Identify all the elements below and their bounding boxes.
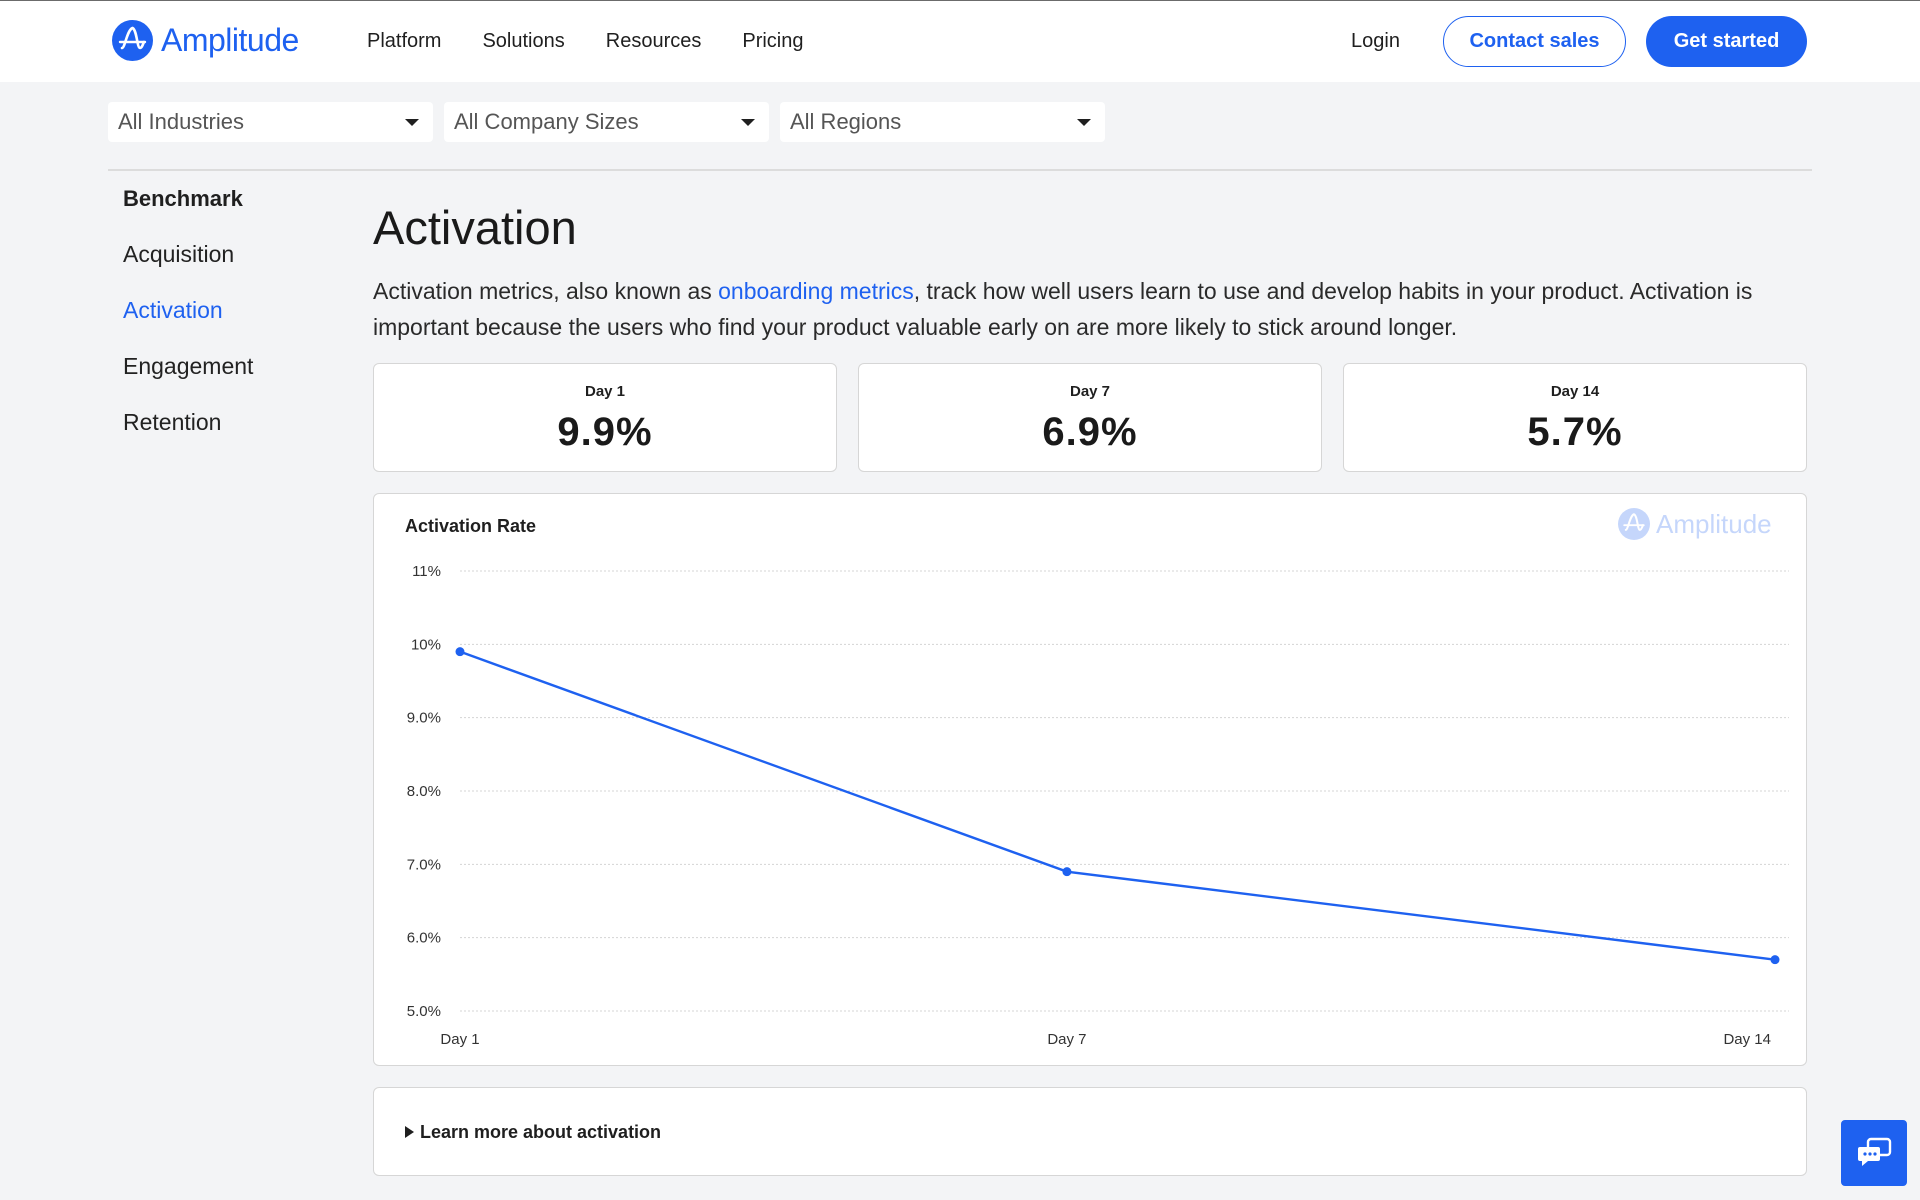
industry-select[interactable]: All Industries: [108, 102, 433, 142]
login-link[interactable]: Login: [1351, 30, 1400, 52]
data-point: [1770, 955, 1780, 965]
data-point: [455, 647, 465, 657]
company-size-select-value: All Company Sizes: [454, 109, 639, 134]
chart-title: Activation Rate: [405, 516, 537, 536]
onboarding-metrics-link[interactable]: onboarding metrics: [718, 278, 914, 304]
get-started-button[interactable]: Get started: [1646, 16, 1807, 67]
stat-label: Day 14: [1550, 383, 1600, 400]
triangle-right-icon: [405, 1126, 414, 1138]
data-point: [1062, 867, 1072, 877]
filter-bar: All Industries All Company Sizes All Reg…: [108, 102, 1116, 142]
nav-platform[interactable]: Platform: [367, 30, 442, 52]
x-tick-label: Day 1: [440, 1031, 479, 1048]
nav-solutions[interactable]: Solutions: [482, 30, 565, 52]
learn-more-label: Learn more about activation: [405, 1122, 661, 1143]
amplitude-logo[interactable]: Amplitude: [112, 20, 299, 61]
stat-label: Day 1: [584, 383, 626, 400]
sidebar-item-activation[interactable]: Activation: [123, 297, 223, 323]
stat-value: 6.9%: [1042, 410, 1138, 454]
amplitude-logo-icon: [112, 20, 153, 61]
chart-watermark: Amplitude: [1618, 508, 1772, 540]
stat-label: Day 7: [1069, 383, 1111, 400]
watermark-text: Amplitude: [1656, 508, 1772, 539]
chevron-down-icon: [405, 119, 419, 126]
y-tick-label: 7.0%: [407, 856, 441, 873]
nav-resources[interactable]: Resources: [605, 30, 702, 52]
page-title: Activation: [373, 201, 577, 254]
company-size-select[interactable]: All Company Sizes: [444, 102, 769, 142]
stat-card-day-1: Day 1 9.9%: [373, 363, 837, 472]
logo-text: Amplitude: [161, 22, 299, 58]
amplitude-watermark-icon: [1618, 508, 1650, 540]
x-tick-label: Day 7: [1047, 1031, 1086, 1048]
stat-value: 9.9%: [557, 410, 653, 454]
activation-rate-chart: 5.0% 6.0% 7.0% 8.0% 9.0% 10% 11% Day 1 Day 7 Day …: [373, 493, 1807, 1066]
top-nav-bar: Amplitude Platform Solutions Resources P…: [0, 0, 1920, 82]
learn-more-accordion[interactable]: Learn more about activation: [373, 1087, 1807, 1176]
description-text: , track how well users learn to use and …: [373, 278, 1753, 340]
x-tick-label: Day 14: [1723, 1031, 1771, 1048]
sidebar-heading: Benchmark: [123, 186, 243, 211]
contact-sales-button[interactable]: Contact sales: [1443, 16, 1626, 67]
page-description: Activation metrics, also known as onboar…: [373, 273, 1793, 345]
chat-button[interactable]: [1841, 1120, 1907, 1186]
sidebar-item-engagement[interactable]: Engagement: [123, 353, 254, 379]
industry-select-value: All Industries: [118, 109, 244, 134]
y-tick-label: 8.0%: [407, 783, 441, 800]
y-tick-label: 9.0%: [407, 710, 441, 727]
series-line: [459, 650, 1776, 961]
y-tick-label: 11%: [412, 563, 441, 580]
section-divider: [108, 169, 1812, 171]
nav-pricing[interactable]: Pricing: [742, 30, 804, 52]
sidebar-item-retention[interactable]: Retention: [123, 409, 222, 435]
chart-canvas: 5.0% 6.0% 7.0% 8.0% 9.0% 10% 11% Day 1 Day 7 Day …: [407, 563, 1789, 1048]
stat-card-day-14: Day 14 5.7%: [1343, 363, 1807, 472]
stat-value: 5.7%: [1527, 410, 1623, 454]
region-select-value: All Regions: [790, 109, 902, 134]
region-select[interactable]: All Regions: [780, 102, 1105, 142]
chevron-down-icon: [741, 119, 755, 126]
learn-more-text: Learn more about activation: [420, 1122, 662, 1142]
chat-bubbles-icon: [1858, 1137, 1892, 1166]
y-tick-label: 10%: [411, 636, 441, 653]
benchmark-sidebar: Benchmark Acquisition Activation Engagem…: [123, 186, 253, 465]
y-tick-label: 6.0%: [407, 930, 441, 947]
y-tick-label: 5.0%: [407, 1003, 441, 1020]
description-text: Activation metrics, also known as: [373, 278, 719, 304]
main-nav: Platform Solutions Resources Pricing: [367, 30, 845, 53]
stat-card-day-7: Day 7 6.9%: [858, 363, 1322, 472]
sidebar-item-acquisition[interactable]: Acquisition: [123, 241, 235, 267]
chevron-down-icon: [1077, 119, 1091, 126]
